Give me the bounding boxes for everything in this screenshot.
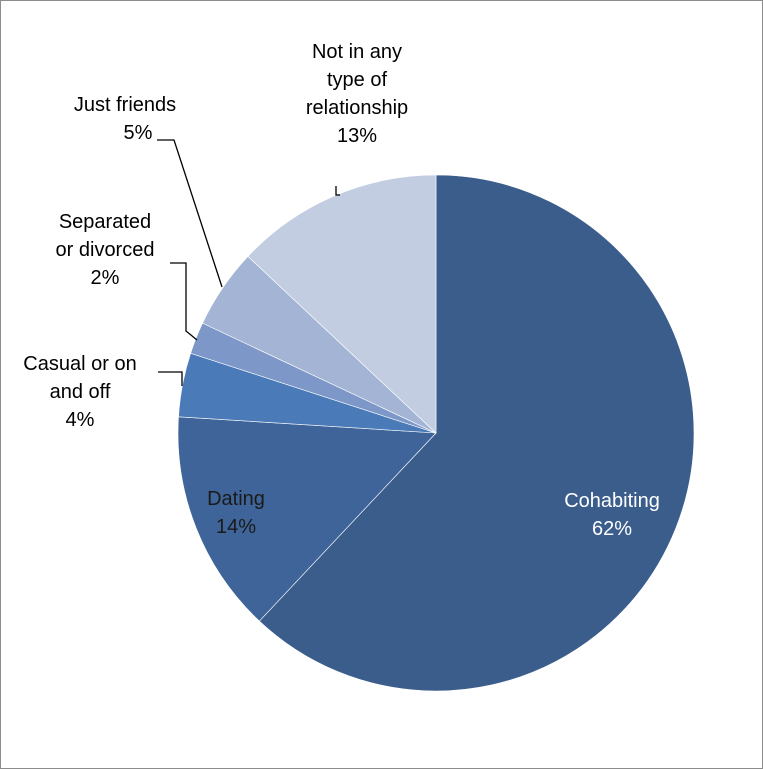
slice-label-line: or divorced [56,239,155,261]
slice-labels: Cohabiting 62% Dating 14% Casual or on and of… [23,41,660,540]
slice-label-line: 14% [216,516,256,538]
slice-label-line: Dating [207,488,265,510]
slice-label-line: Cohabiting [564,490,660,512]
leader-lines [157,139,340,386]
slice-label-none: Not in any type of relationship 13% [306,41,408,147]
pie-slice-none [247,174,437,434]
slice-label-line: type of [327,69,387,91]
slice-label-line: and off [50,381,111,403]
leader-line-separated [170,262,198,341]
slice-label-dating: Dating 14% [207,488,265,538]
slice-label-cohabiting: Cohabiting 62% [564,490,660,540]
leader-line-casual [158,371,183,386]
pie-slice-cohabiting [258,174,695,692]
pie-slices [177,174,695,692]
leader-line-none [335,186,340,196]
slice-label-friends: Just friends 5% [74,94,176,144]
pie-slice-dating [177,416,437,622]
slice-label-separated: Separated or divorced 2% [56,211,155,289]
slice-label-line: Not in any [312,41,402,63]
slice-label-line: Just friends [74,94,176,116]
slice-label-line: Casual or on [23,353,136,375]
slice-label-line: 13% [337,125,377,147]
leader-line-friends [157,139,223,288]
slice-label-line: 2% [91,267,120,289]
slice-label-casual: Casual or on and off 4% [23,353,136,431]
slice-label-line: 62% [592,518,632,540]
slice-label-line: relationship [306,97,408,119]
slice-label-line: 4% [66,409,95,431]
slice-label-line: 5% [124,122,153,144]
slice-label-line: Separated [59,211,151,233]
